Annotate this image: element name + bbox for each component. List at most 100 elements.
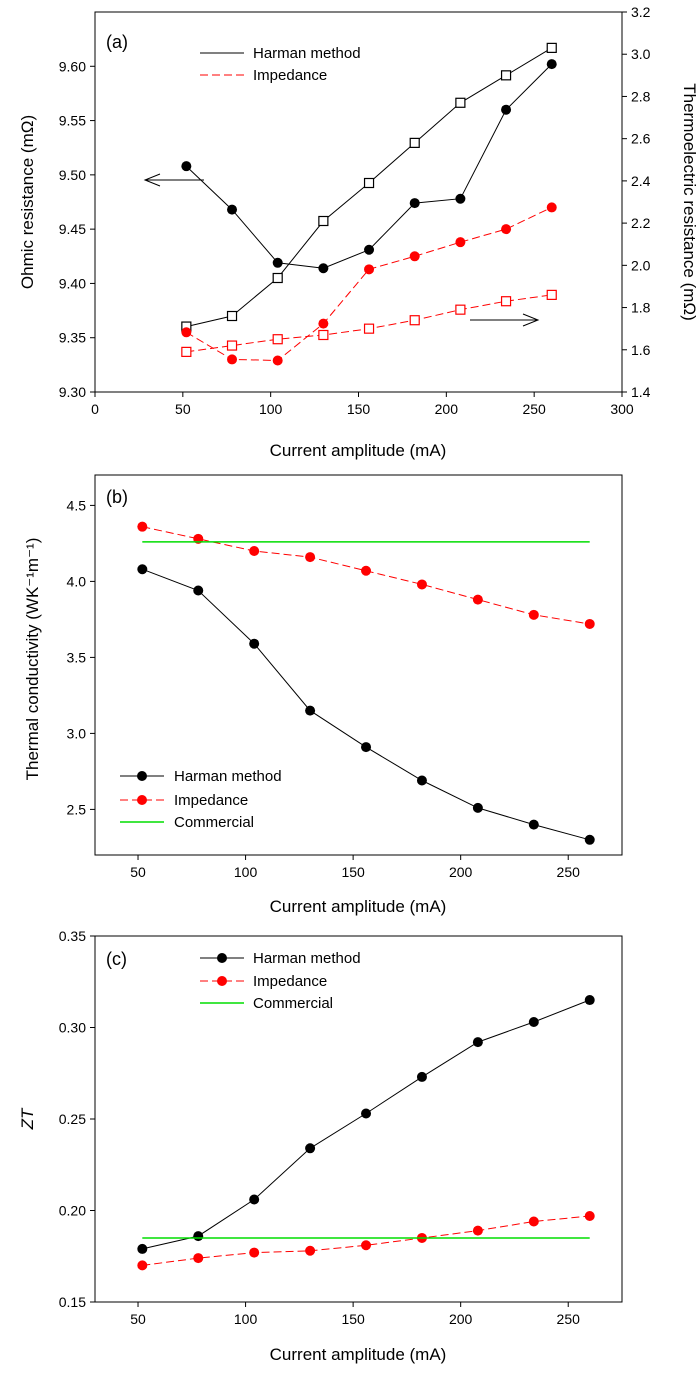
- point-b-harman-0-4: [361, 742, 372, 753]
- point-a-harman-0-7: [501, 104, 512, 115]
- legend-label-impedance-c: Impedance: [253, 973, 327, 990]
- point-a-harman-1-6: [455, 97, 466, 108]
- point-b-impedance-1-4: [361, 565, 372, 576]
- point-a-impedance-3-3: [318, 329, 329, 341]
- left-arrow-a: [143, 173, 204, 187]
- x-tick-label-b-0: 50: [130, 864, 146, 880]
- x-tick-label-c-2: 150: [341, 1311, 365, 1327]
- legend-label-commercial-b: Commercial: [174, 814, 254, 831]
- legend-label-harman-a: Harman method: [253, 45, 361, 62]
- panel-c: (c) Current amplitude (mA) ZT Harman met…: [18, 928, 623, 1364]
- point-c-impedance-1-4: [361, 1240, 372, 1251]
- point-a-impedance-3-8: [546, 289, 557, 300]
- point-a-harman-1-2: [272, 272, 283, 284]
- point-a-impedance-3-1: [226, 340, 238, 351]
- point-a-impedance-3-5: [409, 315, 420, 326]
- point-a-harman-0-4: [364, 244, 375, 255]
- x-axis-label-b: Current amplitude (mA): [270, 897, 447, 916]
- y2-tick-label-a-2: 1.8: [631, 300, 651, 316]
- point-b-harman-0-0: [137, 564, 148, 575]
- y-tick-label-a-2: 9.40: [59, 275, 86, 291]
- legend-label-harman-b: Harman method: [174, 768, 282, 785]
- x-tick-label-c-0: 50: [130, 1311, 146, 1327]
- panel-a: (a) Current amplitude (mA) Ohmic resista…: [18, 4, 699, 460]
- y-tick-label-a-3: 9.45: [59, 221, 86, 237]
- point-a-harman-1-1: [226, 310, 238, 322]
- point-a-impedance-2-8: [546, 202, 557, 213]
- y2-tick-label-a-4: 2.2: [631, 215, 651, 231]
- series-line-a-impedance-3: [186, 294, 552, 353]
- point-c-harman-0-3: [305, 1143, 316, 1154]
- y2-tick-label-a-6: 2.6: [631, 131, 651, 147]
- x-tick-label-b-1: 100: [234, 864, 258, 880]
- point-c-harman-0-5: [416, 1071, 427, 1082]
- x-tick-label-c-4: 250: [557, 1311, 581, 1327]
- point-c-harman-0-2: [249, 1194, 260, 1205]
- point-c-harman-0-0: [137, 1243, 148, 1254]
- y-tick-label-a-6: 9.60: [59, 58, 86, 74]
- y-tick-label-a-4: 9.50: [59, 167, 86, 183]
- legend-marker-harman-b: [137, 771, 147, 781]
- point-c-impedance-1-7: [528, 1216, 539, 1227]
- y-axis-label-c: ZT: [18, 1107, 37, 1130]
- point-c-impedance-1-0: [137, 1260, 148, 1271]
- legend-marker-impedance-c: [217, 976, 227, 986]
- point-c-impedance-1-3: [305, 1245, 316, 1256]
- point-a-impedance-2-1: [227, 354, 238, 365]
- point-c-impedance-1-6: [472, 1225, 483, 1236]
- legend-c: Harman method Impedance Commercial: [200, 950, 361, 1012]
- plot-frame-a: [94, 11, 623, 393]
- x-tick-label-a-6: 300: [610, 401, 634, 417]
- right-arrow-a: [470, 313, 540, 327]
- y-tick-label-b-0: 2.5: [67, 801, 87, 817]
- point-b-harman-0-8: [584, 834, 595, 845]
- legend-marker-impedance-b: [137, 795, 147, 805]
- x-tick-label-a-4: 200: [435, 401, 459, 417]
- point-c-harman-0-1: [193, 1231, 204, 1242]
- y-axis-label-a: Ohmic resistance (mΩ): [18, 115, 37, 289]
- point-a-impedance-3-2: [272, 334, 283, 345]
- series-line-a-impedance-2: [186, 206, 552, 362]
- point-a-impedance-2-7: [501, 224, 512, 235]
- y-tick-label-c-0: 0.15: [59, 1294, 86, 1310]
- point-c-impedance-1-1: [193, 1253, 204, 1264]
- series-line-c-harman-0: [142, 999, 590, 1250]
- point-c-impedance-1-2: [249, 1247, 260, 1258]
- point-a-impedance-2-0: [181, 327, 192, 338]
- point-c-harman-0-4: [361, 1108, 372, 1119]
- plot-frame-c: [94, 935, 623, 1303]
- point-c-harman-0-7: [528, 1017, 539, 1028]
- x-tick-label-a-1: 50: [175, 401, 191, 417]
- point-b-harman-0-5: [416, 775, 427, 786]
- point-a-impedance-3-0: [181, 346, 192, 357]
- series-line-c-impedance-1: [142, 1215, 590, 1266]
- y2-tick-label-a-0: 1.4: [631, 384, 651, 400]
- y-tick-label-c-1: 0.20: [59, 1203, 86, 1219]
- point-a-harman-0-3: [318, 263, 329, 274]
- x-axis-label-c: Current amplitude (mA): [270, 1345, 447, 1364]
- panel-b: (b) Current amplitude (mA) Thermal condu…: [23, 474, 623, 916]
- point-b-harman-0-7: [528, 819, 539, 830]
- point-a-impedance-3-4: [363, 323, 375, 334]
- point-b-impedance-1-7: [528, 609, 539, 620]
- x-tick-label-b-4: 250: [557, 864, 581, 880]
- y-axis-label-b: Thermal conductivity (WK⁻¹m⁻¹): [23, 538, 42, 781]
- y-tick-label-c-3: 0.30: [59, 1020, 86, 1036]
- point-a-impedance-2-2: [272, 355, 283, 366]
- y2-tick-label-a-9: 3.2: [631, 4, 651, 20]
- point-c-harman-0-8: [584, 995, 595, 1006]
- point-a-harman-1-8: [546, 42, 557, 53]
- point-b-impedance-1-6: [472, 594, 483, 605]
- point-c-harman-0-6: [472, 1037, 483, 1048]
- legend-marker-harman-c: [217, 953, 227, 963]
- point-a-impedance-2-4: [364, 264, 375, 275]
- point-a-impedance-2-5: [409, 251, 420, 262]
- x-tick-label-a-2: 100: [259, 401, 283, 417]
- panel-label-c: (c): [106, 949, 127, 969]
- point-a-harman-1-7: [500, 70, 512, 81]
- point-c-impedance-1-8: [584, 1210, 595, 1221]
- point-a-harman-1-5: [409, 137, 420, 148]
- point-a-impedance-2-3: [318, 318, 329, 329]
- point-b-harman-0-6: [472, 802, 483, 813]
- point-a-harman-0-5: [409, 198, 420, 209]
